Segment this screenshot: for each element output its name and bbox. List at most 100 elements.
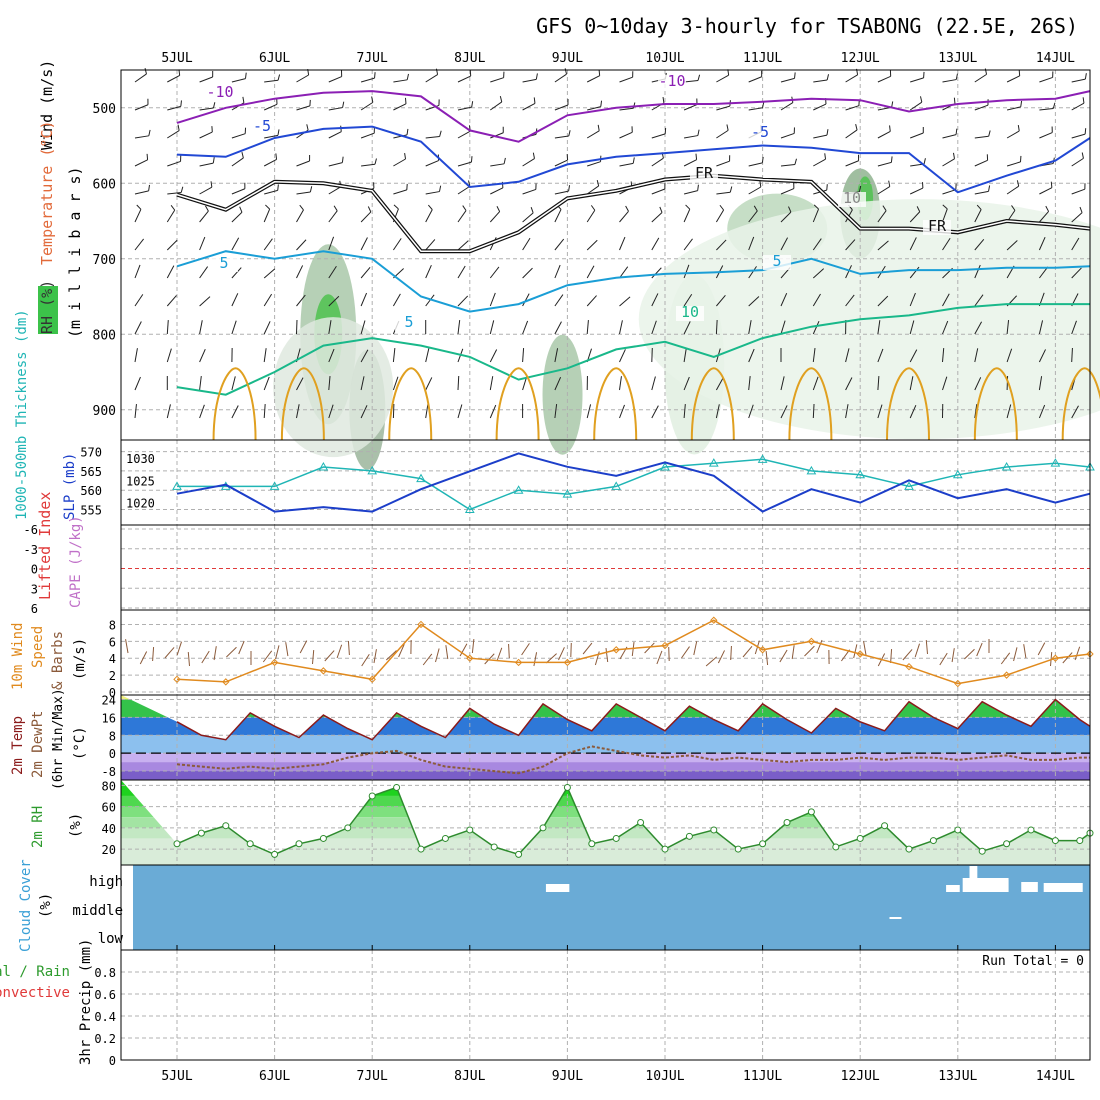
top-date-label: 6JUL — [259, 51, 290, 66]
wind-barb — [683, 190, 698, 195]
rh-marker — [710, 826, 718, 834]
wind-barb — [134, 348, 138, 363]
surface-wind-barb — [681, 646, 690, 659]
wind-barb — [275, 153, 278, 160]
contour-minus10 — [176, 90, 1091, 143]
wind-speed-marker — [807, 637, 816, 646]
wind-barb — [761, 156, 764, 163]
warm-contour — [593, 367, 638, 441]
wind-speed-marker — [173, 675, 181, 684]
wind-barb — [265, 204, 271, 210]
contour-label: 5 — [772, 252, 781, 270]
wind-barb — [342, 101, 345, 108]
wind-barb — [877, 75, 891, 83]
surface-wind-barb — [385, 650, 397, 661]
thickness-marker — [855, 469, 866, 479]
wind-barb — [780, 188, 795, 195]
temperature-bands — [121, 695, 1090, 780]
wind-barb — [231, 267, 242, 279]
surface-wind-barb — [508, 643, 510, 659]
wind-barb — [909, 266, 920, 279]
wind-barb — [392, 238, 402, 251]
wind-tick-label: 2 — [109, 669, 116, 683]
wind-barb — [877, 210, 887, 223]
contour-label: -10 — [658, 72, 685, 90]
slp-tick-label: 1020 — [126, 497, 155, 511]
wind-barb — [845, 129, 858, 139]
wind-barb — [909, 349, 918, 363]
wind-barb — [144, 68, 147, 75]
wind-tick-label: 4 — [109, 652, 116, 666]
contour-label: -10 — [206, 83, 233, 101]
wind-barb — [597, 124, 600, 131]
wind-barb — [199, 320, 203, 335]
surface-wind-barb — [863, 641, 867, 656]
cloud-gap — [1021, 882, 1038, 892]
wind-barb — [360, 376, 365, 391]
wind-barb — [263, 268, 276, 279]
rh-marker — [222, 822, 230, 830]
surface-wind-barb — [533, 652, 538, 667]
rh-marker — [441, 834, 449, 842]
wind-barb — [974, 135, 989, 139]
surface-wind-barb — [496, 647, 503, 662]
wind-barb — [788, 206, 792, 213]
surface-wind-barb — [779, 649, 788, 663]
warm-contour — [495, 367, 540, 441]
wind-barb — [489, 349, 498, 363]
wind-barb — [923, 158, 926, 165]
wind-barb — [826, 184, 828, 191]
pressure-tick-label: 900 — [93, 404, 116, 419]
wind-barb — [813, 204, 819, 210]
wind-speed-marker — [514, 658, 523, 667]
pressure-tick-label: 500 — [93, 102, 116, 117]
rh-marker — [685, 832, 693, 840]
wind-barb — [748, 76, 762, 83]
wind-barb — [683, 348, 687, 363]
wind-barb — [619, 131, 633, 139]
wind-barb — [715, 404, 720, 419]
wind-barb — [794, 158, 797, 165]
wind-barb — [719, 204, 725, 211]
wind-barb — [406, 73, 409, 80]
wind-barb — [328, 265, 337, 279]
cloud-cover-panel: high middle low Cloud Cover (%) — [18, 859, 1091, 952]
surface-wind-barb — [285, 642, 289, 657]
surface-wind-barb — [558, 647, 565, 661]
temp-band — [121, 735, 1090, 754]
rh-marker — [295, 840, 303, 848]
slp-tick-label: 1025 — [126, 474, 155, 488]
wind-barb — [199, 210, 209, 223]
wind-barb — [890, 156, 893, 163]
rh-marker — [515, 850, 523, 858]
surface-wind-barb — [459, 643, 468, 657]
wind-barb — [1011, 205, 1016, 211]
rh-marker — [368, 792, 376, 800]
wind-barb — [231, 211, 243, 223]
wind-barb — [780, 320, 786, 335]
surface-wind-barb — [445, 645, 449, 660]
wind-barb — [845, 74, 858, 83]
bottom-date-label: 13JUL — [938, 1069, 977, 1084]
wind-barb — [1006, 161, 1021, 167]
wind-barb — [586, 295, 597, 307]
wind-barb — [909, 405, 917, 419]
wind-barb — [457, 240, 469, 251]
wind-barb — [296, 377, 304, 391]
wind-barb — [457, 265, 466, 279]
wind-barb — [263, 238, 273, 251]
wind-barb — [1020, 100, 1023, 107]
contour-label-bg — [690, 167, 718, 182]
wind-barb — [457, 404, 463, 419]
wind-barb — [1071, 188, 1086, 195]
wind-barb — [568, 185, 571, 192]
surface-wind-barb — [361, 653, 370, 667]
wind-barb — [503, 157, 506, 164]
wind-barb — [296, 265, 304, 279]
wind-barb — [425, 377, 433, 391]
surface-wind-barb — [176, 641, 183, 656]
wind-barb — [199, 236, 206, 251]
wind-barb — [586, 75, 600, 83]
wind-barb — [136, 204, 142, 210]
wind-barb — [167, 192, 182, 195]
